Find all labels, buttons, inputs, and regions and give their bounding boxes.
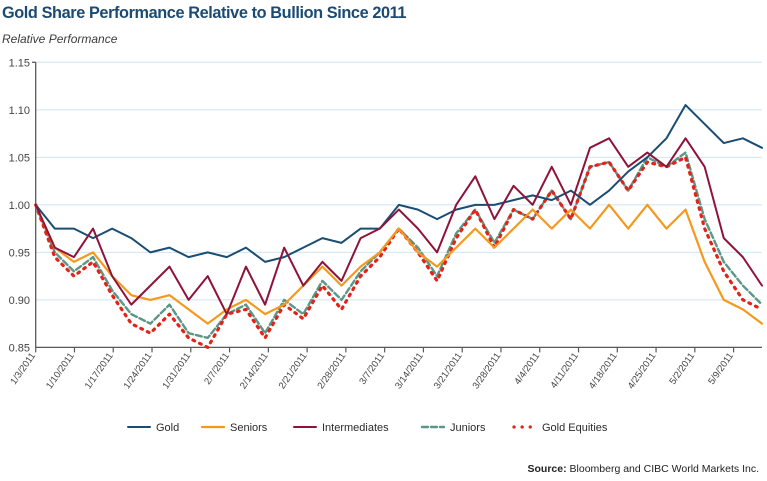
svg-text:4/4/2011: 4/4/2011: [512, 351, 542, 387]
svg-text:1/10/2011: 1/10/2011: [44, 351, 77, 391]
svg-text:Gold: Gold: [156, 422, 179, 434]
svg-text:2/7/2011: 2/7/2011: [202, 351, 232, 387]
svg-text:3/14/2011: 3/14/2011: [393, 351, 426, 391]
svg-text:1.15: 1.15: [9, 57, 30, 69]
svg-text:3/21/2011: 3/21/2011: [432, 351, 465, 391]
svg-text:3/7/2011: 3/7/2011: [357, 351, 387, 387]
svg-text:0.90: 0.90: [9, 295, 30, 307]
svg-text:1.00: 1.00: [9, 200, 30, 212]
svg-text:3/28/2011: 3/28/2011: [471, 351, 504, 391]
svg-text:1/17/2011: 1/17/2011: [83, 351, 116, 391]
svg-text:5/2/2011: 5/2/2011: [667, 351, 697, 387]
svg-text:5/9/2011: 5/9/2011: [706, 351, 736, 387]
svg-text:1/3/2011: 1/3/2011: [8, 351, 38, 387]
svg-text:4/18/2011: 4/18/2011: [587, 351, 620, 391]
svg-text:1.05: 1.05: [9, 152, 30, 164]
svg-text:4/25/2011: 4/25/2011: [626, 351, 659, 391]
svg-text:1/31/2011: 1/31/2011: [160, 351, 193, 391]
svg-text:2/14/2011: 2/14/2011: [238, 351, 271, 391]
svg-text:4/11/2011: 4/11/2011: [549, 351, 581, 391]
svg-text:Intermediates: Intermediates: [322, 422, 389, 434]
svg-text:Juniors: Juniors: [450, 422, 486, 434]
svg-text:Gold Equities: Gold Equities: [542, 422, 608, 434]
svg-text:2/21/2011: 2/21/2011: [277, 351, 310, 391]
svg-text:Seniors: Seniors: [230, 422, 268, 434]
svg-text:0.95: 0.95: [9, 247, 30, 259]
svg-text:1.10: 1.10: [9, 105, 30, 117]
svg-text:1/24/2011: 1/24/2011: [122, 351, 155, 391]
svg-text:2/28/2011: 2/28/2011: [315, 351, 348, 391]
